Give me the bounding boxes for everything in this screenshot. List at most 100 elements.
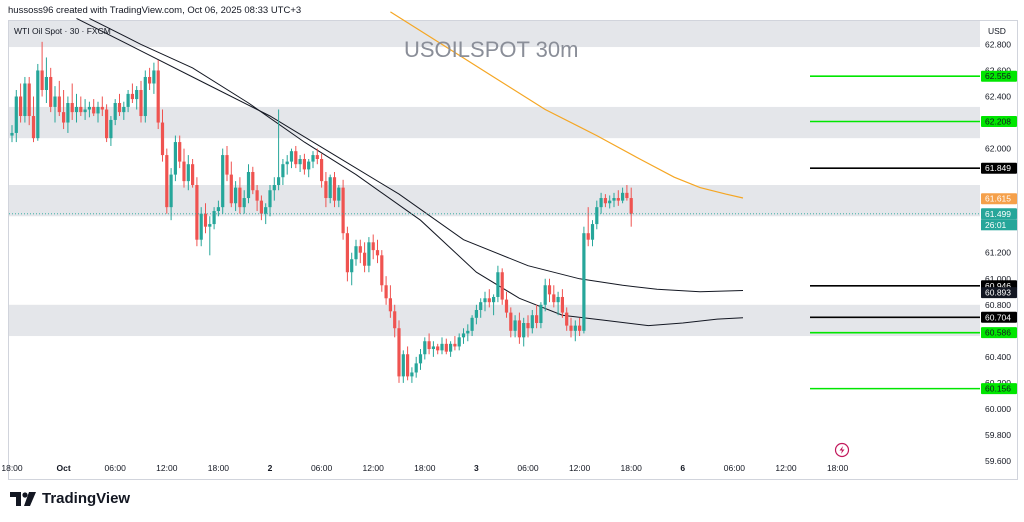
x-tick-label: 18:00 <box>621 463 643 473</box>
candle-body <box>526 323 530 329</box>
candle-body <box>582 233 586 331</box>
candle <box>66 96 70 133</box>
candle-body <box>66 103 70 123</box>
candle <box>582 226 586 334</box>
candle-body <box>113 103 117 120</box>
candle <box>92 99 96 117</box>
candle <box>397 320 401 383</box>
candle-body <box>160 122 165 156</box>
candle-body <box>449 343 453 352</box>
candle <box>393 304 397 338</box>
moving-average-orange <box>390 11 744 199</box>
y-tick-label: 59.600 <box>985 456 1011 466</box>
candle <box>62 89 66 130</box>
candle-body <box>612 198 616 201</box>
candle <box>143 70 147 123</box>
candle <box>332 172 337 208</box>
candle <box>457 333 461 351</box>
candle <box>294 145 298 169</box>
candle <box>130 83 134 104</box>
lightning-icon[interactable] <box>834 442 850 458</box>
candle-body <box>345 233 349 273</box>
price-tags-layer: 62.556 62.208 61.849 60.946 60.704 60.586 60.1… <box>981 70 1017 395</box>
x-tick-label: 6 <box>680 463 685 473</box>
candle <box>487 289 491 308</box>
candle <box>350 252 354 286</box>
candle-body <box>315 155 319 159</box>
x-tick-label: 3 <box>474 463 479 473</box>
candle <box>449 341 453 357</box>
currency-label: USD <box>988 26 1006 36</box>
candle-body <box>135 89 139 100</box>
candle <box>74 93 79 123</box>
candle-body <box>208 224 212 227</box>
candle-body <box>122 106 126 113</box>
candle <box>354 239 358 266</box>
candle <box>573 320 577 342</box>
level-tag: 61.849 <box>981 162 1017 174</box>
candle-body <box>479 302 483 310</box>
candle <box>504 291 509 318</box>
candle-body <box>126 93 130 107</box>
x-tick-label: 18:00 <box>414 463 436 473</box>
candle <box>264 203 268 225</box>
candle <box>565 307 569 331</box>
candle <box>371 234 375 260</box>
candle <box>105 104 109 143</box>
x-tick-label: 12:00 <box>569 463 591 473</box>
price-tag-text: 60.893 <box>985 288 1011 298</box>
candle-body <box>380 255 384 286</box>
candle-body <box>152 70 156 84</box>
x-tick-label: 06:00 <box>311 463 333 473</box>
candle-body <box>57 96 61 113</box>
x-tick-label: 12:00 <box>363 463 385 473</box>
candle-body <box>504 299 509 313</box>
x-tick-label: 12:00 <box>156 463 178 473</box>
candle <box>117 93 122 117</box>
level-tag: 62.208 <box>981 115 1017 127</box>
candle <box>324 172 328 208</box>
candle <box>345 226 349 282</box>
candle <box>625 185 629 201</box>
candle <box>182 148 186 188</box>
candle <box>251 166 255 195</box>
x-axis: 18:00 Oct 06:00 12:00 18:00 2 06:00 12:00 18:00 3… <box>1 463 848 473</box>
candle <box>578 317 582 337</box>
candle-body <box>401 354 405 377</box>
candle <box>440 337 444 355</box>
level-tag-text: 61.849 <box>985 163 1011 173</box>
candle <box>208 216 212 256</box>
candle-body <box>294 151 298 165</box>
zone-band <box>9 304 980 337</box>
candle-body <box>311 155 315 162</box>
candle <box>535 304 539 329</box>
candle <box>259 195 263 221</box>
candle <box>203 203 208 234</box>
zone-band <box>9 21 980 48</box>
tradingview-logo[interactable]: TradingView <box>10 490 130 507</box>
candle-body <box>461 333 466 338</box>
candle-body <box>251 172 255 191</box>
candle <box>474 304 478 325</box>
candle-body <box>298 158 302 165</box>
candle-body <box>414 363 418 373</box>
chart-frame <box>8 20 1018 480</box>
candle-body <box>492 296 496 303</box>
candle <box>522 317 526 347</box>
candle <box>19 83 23 123</box>
candle <box>100 96 104 117</box>
candle-body <box>156 70 160 123</box>
candle-body <box>522 323 526 338</box>
candle-body <box>363 252 367 266</box>
level-tag-text: 60.704 <box>985 312 1011 322</box>
candle <box>384 276 388 305</box>
candle <box>246 164 251 204</box>
candle <box>406 346 410 381</box>
candle-body <box>14 96 18 133</box>
candle-body <box>444 343 448 352</box>
candle <box>96 101 100 123</box>
candle-body <box>92 106 96 114</box>
candle <box>547 278 552 303</box>
candle-body <box>169 174 173 208</box>
